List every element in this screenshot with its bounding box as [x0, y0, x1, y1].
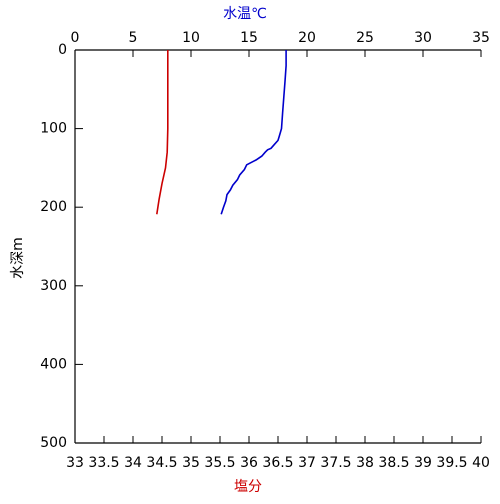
y-tick-label: 200 — [40, 199, 67, 215]
x-tick-label: 34 — [124, 455, 142, 471]
x2-tick-label: 5 — [129, 30, 138, 46]
y-axis-title: 水深m — [10, 237, 26, 279]
x2-tick-label: 15 — [240, 30, 258, 46]
x2-tick-label: 35 — [472, 30, 490, 46]
x-tick-label: 40 — [472, 455, 490, 471]
x2-tick-label: 30 — [414, 30, 432, 46]
x-tick-label: 34.5 — [146, 455, 177, 471]
x-tick-label: 35.5 — [204, 455, 235, 471]
y-tick-label: 500 — [40, 435, 67, 451]
x-tick-label: 39.5 — [436, 455, 467, 471]
x2-tick-label: 25 — [356, 30, 374, 46]
x2-tick-label: 20 — [298, 30, 316, 46]
x-tick-label: 38.5 — [378, 455, 409, 471]
y-tick-label: 300 — [40, 278, 67, 294]
x-tick-label: 38 — [356, 455, 374, 471]
x-tick-label: 36.5 — [262, 455, 293, 471]
x-tick-label: 37.5 — [320, 455, 351, 471]
profile-line — [156, 50, 169, 215]
x-tick-label: 39 — [414, 455, 432, 471]
x-axis-title: 塩分 — [234, 479, 262, 495]
y-tick-label: 100 — [40, 121, 67, 137]
y-tick-label: 400 — [40, 356, 67, 372]
x-tick-label: 33 — [66, 455, 84, 471]
x-tick-label: 35 — [182, 455, 200, 471]
x-tick-label: 36 — [240, 455, 258, 471]
profile-line — [220, 50, 287, 215]
x2-tick-label: 10 — [182, 30, 200, 46]
x-tick-label: 37 — [298, 455, 316, 471]
x-tick-label: 33.5 — [88, 455, 119, 471]
y-tick-label: 0 — [58, 42, 67, 58]
x2-axis-title: 水温℃ — [223, 6, 267, 22]
x2-tick-label: 0 — [71, 30, 80, 46]
